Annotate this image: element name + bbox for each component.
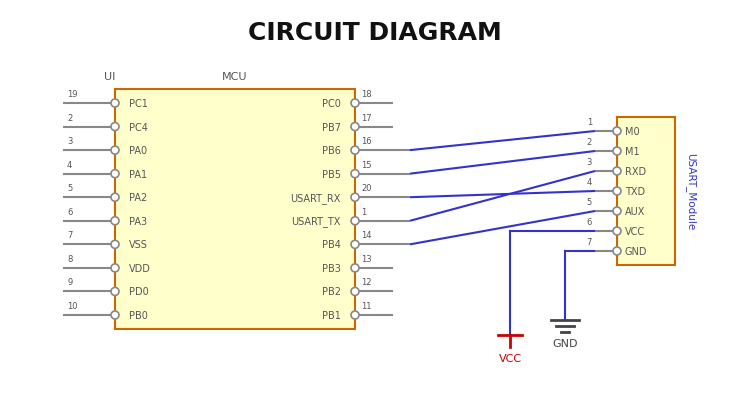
Text: 6: 6 [67, 207, 73, 216]
Text: PC1: PC1 [129, 99, 148, 109]
Text: 7: 7 [586, 237, 592, 246]
Text: MCU: MCU [222, 72, 248, 82]
Text: M1: M1 [625, 147, 640, 157]
Text: 3: 3 [586, 158, 592, 166]
Text: 12: 12 [361, 278, 371, 287]
Circle shape [111, 147, 119, 155]
Text: 10: 10 [67, 301, 77, 310]
Text: 5: 5 [67, 184, 72, 193]
Circle shape [111, 311, 119, 319]
Bar [617, 118, 675, 265]
Text: PC4: PC4 [129, 122, 148, 132]
Text: 11: 11 [361, 301, 371, 310]
Circle shape [111, 170, 119, 178]
Text: 1: 1 [586, 118, 592, 127]
Text: 17: 17 [361, 113, 371, 122]
Text: USART_Module: USART_Module [686, 153, 697, 230]
Text: VSS: VSS [129, 240, 148, 250]
Circle shape [613, 188, 621, 196]
Text: RXD: RXD [625, 166, 646, 177]
Text: 2: 2 [67, 113, 72, 122]
Text: 20: 20 [361, 184, 371, 193]
Text: PB0: PB0 [129, 310, 148, 320]
Circle shape [351, 217, 359, 225]
Circle shape [613, 247, 621, 256]
Circle shape [111, 288, 119, 296]
Text: GND: GND [552, 338, 578, 348]
Circle shape [613, 228, 621, 235]
Circle shape [351, 288, 359, 296]
Circle shape [351, 264, 359, 272]
Text: PA1: PA1 [129, 169, 147, 179]
Circle shape [111, 100, 119, 108]
Circle shape [613, 128, 621, 136]
Text: PB1: PB1 [322, 310, 341, 320]
Text: VCC: VCC [499, 353, 521, 363]
Circle shape [613, 168, 621, 175]
Text: PB3: PB3 [322, 263, 341, 273]
Text: 3: 3 [67, 137, 73, 146]
Circle shape [613, 148, 621, 156]
Text: PA0: PA0 [129, 146, 147, 156]
Text: PD0: PD0 [129, 287, 149, 297]
Text: 9: 9 [67, 278, 72, 287]
Text: VCC: VCC [625, 226, 645, 237]
Circle shape [111, 123, 119, 131]
Text: 5: 5 [586, 198, 592, 207]
Text: 15: 15 [361, 160, 371, 169]
Text: 16: 16 [361, 137, 371, 146]
Text: GND: GND [625, 246, 647, 256]
Circle shape [351, 100, 359, 108]
Text: PA2: PA2 [129, 193, 147, 203]
Circle shape [351, 311, 359, 319]
Text: CIRCUIT DIAGRAM: CIRCUIT DIAGRAM [248, 21, 502, 45]
Text: 7: 7 [67, 231, 73, 240]
Text: PA3: PA3 [129, 216, 147, 226]
Text: PB6: PB6 [322, 146, 341, 156]
Circle shape [351, 123, 359, 131]
Circle shape [111, 217, 119, 225]
Text: AUX: AUX [625, 207, 645, 216]
Circle shape [613, 207, 621, 215]
Circle shape [111, 194, 119, 202]
Text: USART_RX: USART_RX [290, 192, 341, 203]
Text: M0: M0 [625, 127, 640, 136]
Text: PC0: PC0 [322, 99, 341, 109]
Bar [115, 90, 355, 329]
Circle shape [351, 241, 359, 249]
Text: 4: 4 [67, 160, 72, 169]
Text: 13: 13 [361, 254, 371, 263]
Text: PB7: PB7 [322, 122, 341, 132]
Text: 6: 6 [586, 217, 592, 226]
Text: USART_TX: USART_TX [292, 216, 341, 227]
Text: PB4: PB4 [322, 240, 341, 250]
Circle shape [351, 170, 359, 178]
Circle shape [351, 194, 359, 202]
Circle shape [351, 147, 359, 155]
Text: VDD: VDD [129, 263, 151, 273]
Text: UI: UI [104, 72, 116, 82]
Text: 1: 1 [361, 207, 366, 216]
Text: 19: 19 [67, 90, 77, 99]
Text: PB5: PB5 [322, 169, 341, 179]
Circle shape [111, 264, 119, 272]
Text: TXD: TXD [625, 187, 645, 196]
Circle shape [111, 241, 119, 249]
Text: 2: 2 [586, 138, 592, 147]
Text: 4: 4 [586, 177, 592, 187]
Text: 8: 8 [67, 254, 73, 263]
Text: 14: 14 [361, 231, 371, 240]
Text: PB2: PB2 [322, 287, 341, 297]
Text: 18: 18 [361, 90, 371, 99]
